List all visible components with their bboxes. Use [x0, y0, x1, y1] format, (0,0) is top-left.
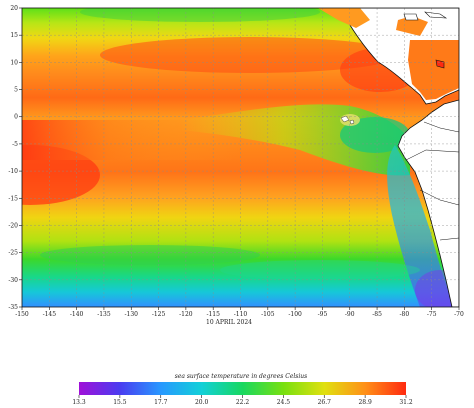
lon-tick-label: -85 — [372, 311, 382, 318]
lon-tick-label: -110 — [234, 311, 248, 318]
lat-tick-label: 15 — [10, 32, 18, 39]
colorbar-title: sea surface temperature in degrees Celsi… — [175, 373, 308, 380]
lat-tick-label: -25 — [8, 250, 18, 257]
lat-axis: 20 15 10 5 0 -5 -10 -15 -20 -25 -30 -35 — [8, 5, 22, 311]
lat-tick-label: 5 — [14, 87, 18, 94]
lon-tick-label: -105 — [261, 311, 275, 318]
lon-tick-label: -130 — [125, 311, 139, 318]
lat-tick-label: -20 — [8, 222, 18, 229]
lon-tick-label: -115 — [206, 311, 220, 318]
date-label: 10 APRIL 2024 — [206, 319, 252, 326]
lon-tick-label: -145 — [43, 311, 57, 318]
lon-tick-label: -70 — [454, 311, 464, 318]
lat-tick-label: -15 — [8, 195, 18, 202]
lon-tick-label: -150 — [15, 311, 29, 318]
colorbar-tick-label: 20.0 — [195, 399, 209, 406]
lat-tick-label: 10 — [10, 59, 18, 66]
colorbar-tick-label: 13.3 — [72, 399, 86, 406]
colorbar — [79, 382, 406, 395]
lon-tick-label: -120 — [179, 311, 193, 318]
colorbar-tick-label: 31.2 — [399, 399, 413, 406]
lat-tick-label: -30 — [8, 277, 18, 284]
lon-axis: -150 -145 -140 -135 -130 -125 -120 -115 -110 -105… — [15, 307, 464, 318]
lat-tick-label: -5 — [12, 141, 18, 148]
lat-tick-label: 0 — [14, 114, 18, 121]
lon-tick-label: -140 — [70, 311, 84, 318]
lon-tick-label: -95 — [318, 311, 328, 318]
lon-tick-label: -135 — [97, 311, 111, 318]
graticule — [22, 8, 459, 307]
lon-tick-label: -75 — [427, 311, 437, 318]
lat-tick-label: 20 — [10, 5, 18, 12]
colorbar-ticks: 13.3 15.5 17.7 20.0 22.2 24.5 26.7 28.9 31.2 — [72, 395, 413, 406]
lon-tick-label: -80 — [400, 311, 410, 318]
colorbar-tick-label: 22.2 — [236, 399, 250, 406]
colorbar-tick-label: 24.5 — [277, 399, 291, 406]
sst-field — [22, 8, 459, 307]
lat-tick-label: -35 — [8, 304, 18, 311]
lat-tick-label: -10 — [8, 168, 18, 175]
lon-tick-label: -90 — [345, 311, 355, 318]
colorbar-tick-label: 17.7 — [154, 399, 168, 406]
lon-tick-label: -125 — [152, 311, 166, 318]
colorbar-tick-label: 28.9 — [358, 399, 372, 406]
colorbar-tick-label: 15.5 — [113, 399, 127, 406]
lon-tick-label: -100 — [288, 311, 302, 318]
colorbar-tick-label: 26.7 — [318, 399, 332, 406]
